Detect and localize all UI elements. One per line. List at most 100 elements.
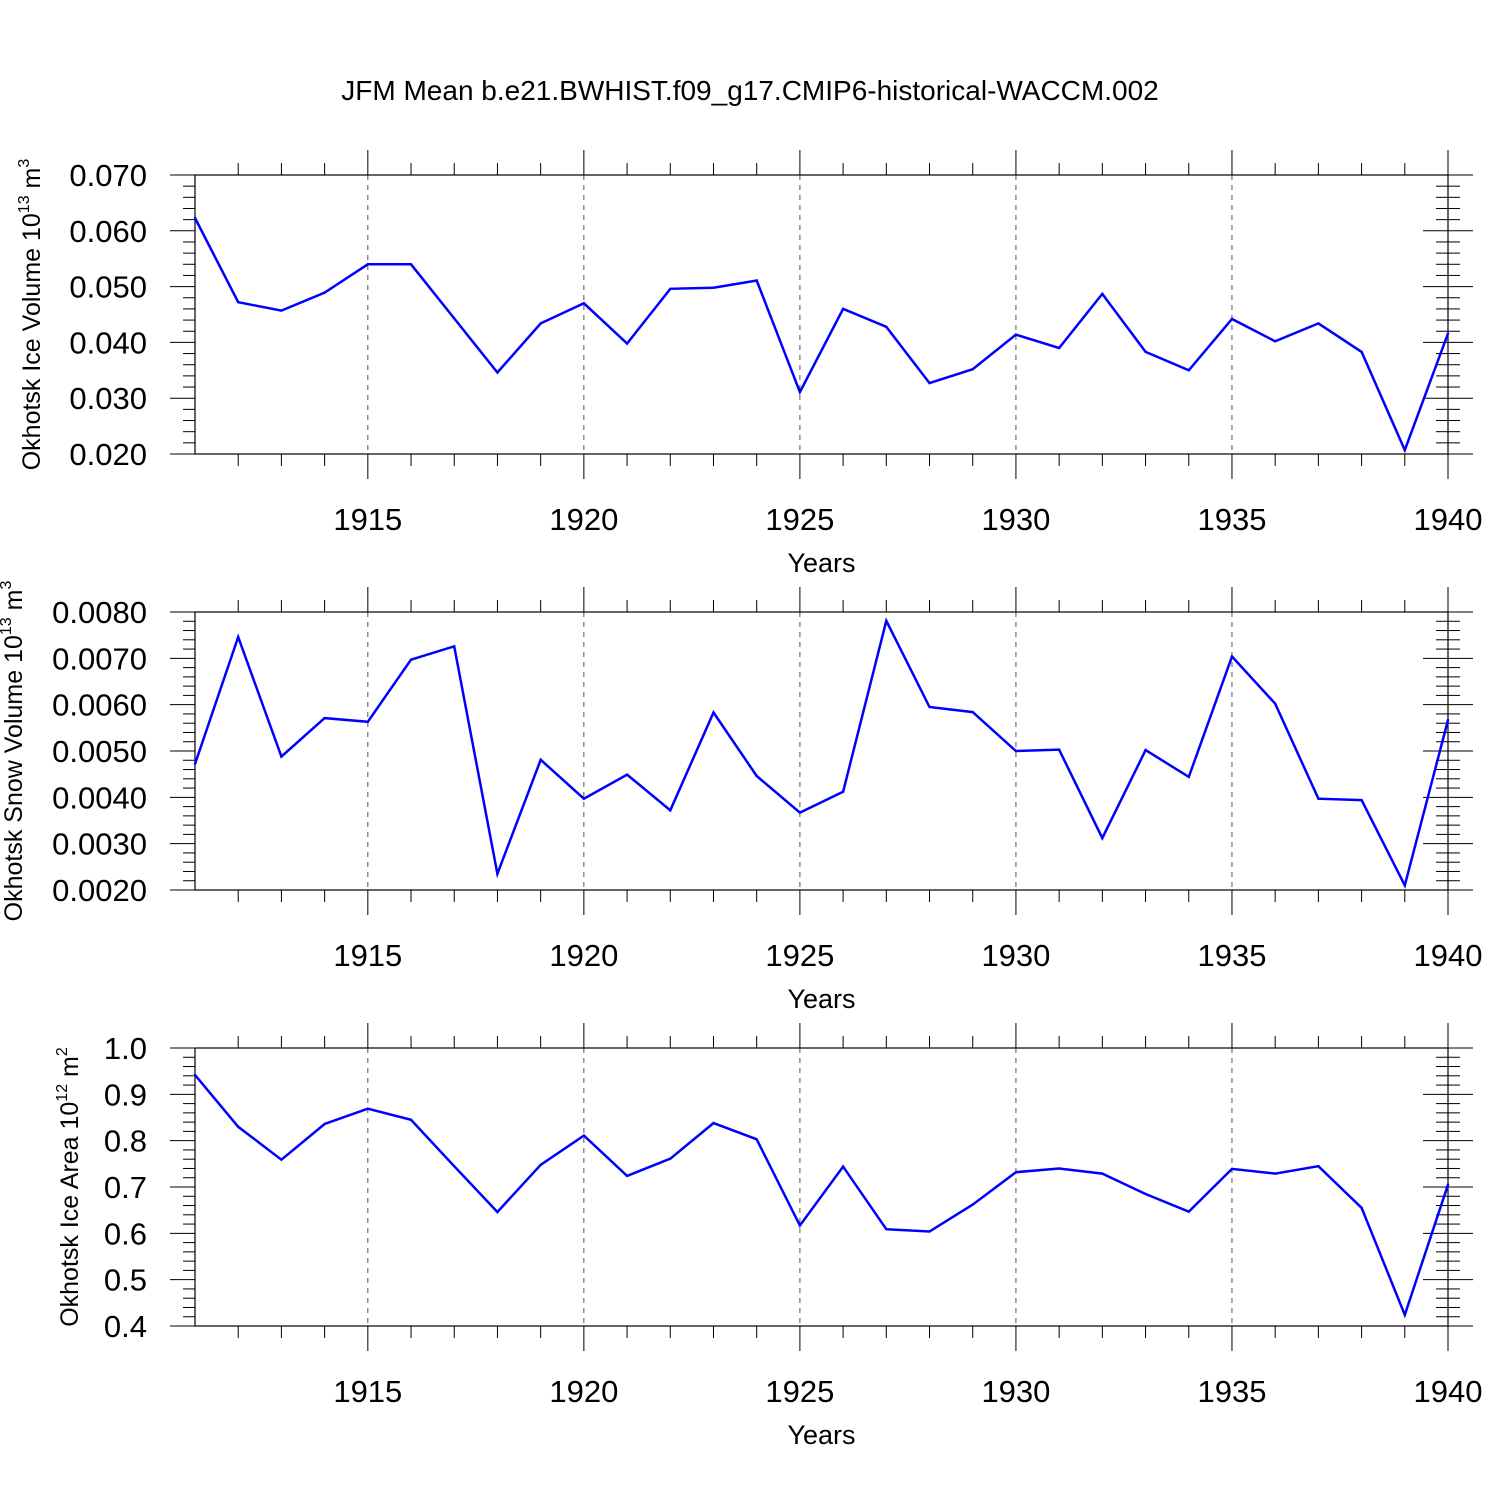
figure-title: JFM Mean b.e21.BWHIST.f09_g17.CMIP6-hist… [341,75,1158,106]
data-point [582,797,586,800]
plot-frame [194,611,1449,891]
data-point [928,1230,931,1233]
x-tick-label: 1935 [1197,1374,1266,1409]
x-axis-label: Years [787,548,855,578]
data-point [496,1210,499,1214]
data-point [582,302,586,305]
y-tick-label: 0.5 [104,1263,147,1298]
series-line [193,217,1450,454]
x-tick-label: 1915 [333,1374,402,1409]
data-point [1317,1164,1320,1168]
data-point [366,263,370,266]
data-point [712,711,715,714]
data-point [323,716,326,720]
x-tick-label: 1915 [333,502,402,537]
y-tick-label: 0.060 [69,214,147,249]
data-point [1403,448,1406,452]
data-point [669,1157,672,1160]
data-point [928,705,931,709]
x-tick-label: 1925 [765,938,834,973]
data-point [409,658,413,661]
y-tick-label: 0.040 [69,325,147,360]
data-point [539,758,542,762]
y-tick-label: 0.0020 [52,873,147,908]
data-point [1144,1192,1147,1196]
data-point [1230,317,1234,321]
data-point [193,1073,197,1077]
y-axis-label: Okhotsk Ice Volume 1013 m3 [16,159,46,471]
y-axis-label: Okhotsk Snow Volume 1013 m3 [0,581,28,922]
data-point [539,322,542,325]
data-point [453,645,456,648]
data-point [885,1227,888,1231]
data-point [1273,1172,1277,1175]
data-point [1101,1172,1104,1175]
data-point [237,635,240,639]
data-point [193,216,197,220]
data-point [1014,749,1018,753]
y-tick-label: 0.0080 [52,595,147,630]
data-point [1273,702,1277,705]
data-point [1273,340,1277,343]
data-point [712,286,715,289]
y-tick-label: 0.0050 [52,734,147,769]
data-point [1057,346,1061,350]
data-point [1446,332,1450,335]
data-point [280,1158,283,1161]
data-point [755,774,758,778]
y-tick-label: 1.0 [104,1031,147,1066]
x-tick-label: 1930 [981,938,1050,973]
data-point [928,381,931,385]
data-point [453,317,456,320]
data-point [323,291,326,294]
y-tick-label: 0.7 [104,1170,147,1205]
data-point [280,755,283,758]
data-point [366,720,370,724]
data-point [453,1164,456,1168]
x-tick-label: 1940 [1414,1374,1483,1409]
y-tick-label: 0.8 [104,1124,147,1159]
x-tick-label: 1940 [1414,938,1483,973]
data-point [1187,1210,1190,1213]
data-point [323,1122,326,1126]
y-tick-label: 0.4 [104,1309,147,1344]
data-point [1360,350,1363,354]
data-point [496,872,499,875]
data-point [971,710,974,714]
data-point [885,325,888,328]
y-tick-label: 0.0060 [52,688,147,723]
chart-panel-1: 1915 1920 1925 1930 1935 1940 0.020 0.030 0.040 0… [16,150,1482,578]
y-tick-label: 0.0070 [52,641,147,676]
data-point [885,619,888,623]
data-point [409,1118,413,1122]
data-point [1144,748,1147,752]
x-tick-label: 1930 [981,502,1050,537]
data-point [841,790,845,793]
data-point [1057,748,1061,751]
y-tick-label: 0.6 [104,1216,147,1251]
x-tick-label: 1915 [333,938,402,973]
y-axis-label: Okhotsk Ice Area 1012 m2 [54,1047,84,1327]
y-tick-label: 0.020 [69,437,147,472]
data-point [625,773,629,776]
data-point [1446,718,1450,722]
data-point [625,342,629,345]
data-point [971,367,974,371]
data-point [841,1165,845,1168]
x-tick-label: 1920 [549,1374,618,1409]
data-point [669,287,672,291]
data-point [237,301,240,304]
data-point [798,811,802,814]
data-point [496,371,499,374]
x-tick-label: 1920 [549,938,618,973]
data-point [237,1125,240,1128]
data-point [1101,292,1104,296]
y-tick-label: 0.0030 [52,827,147,862]
x-tick-label: 1925 [765,502,834,537]
data-point [1101,836,1104,840]
data-point [841,307,845,311]
data-point [1230,655,1234,658]
x-tick-label: 1935 [1197,502,1266,537]
data-point [409,263,413,266]
